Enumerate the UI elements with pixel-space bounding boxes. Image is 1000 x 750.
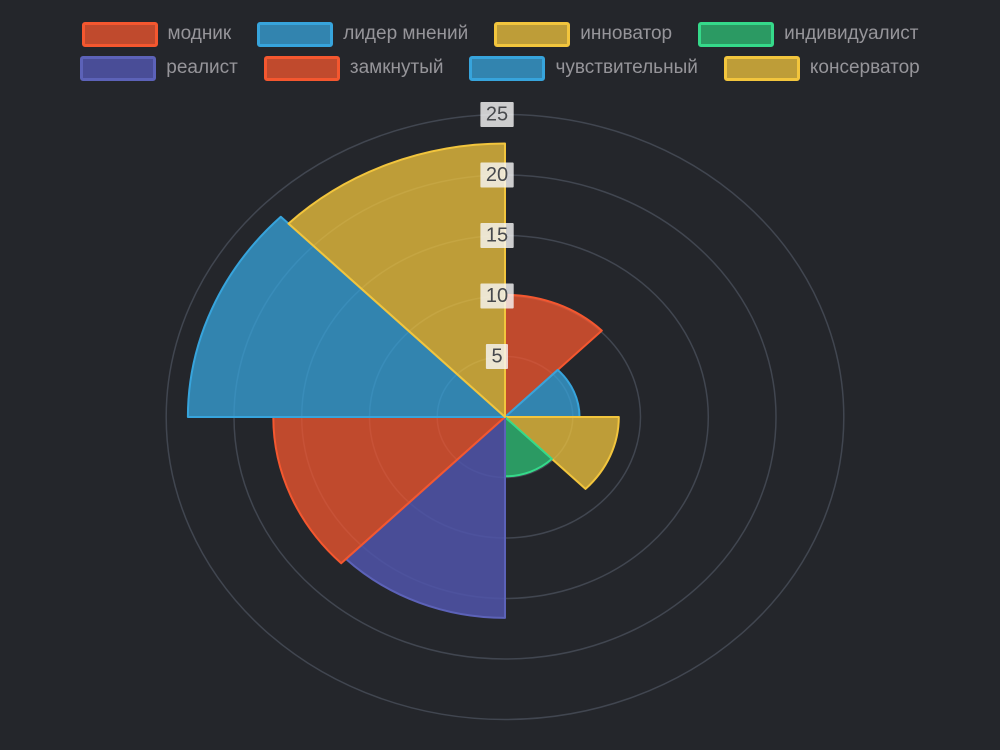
wedge-segment-4[interactable] (345, 416, 506, 619)
wedges (186, 142, 620, 619)
tick-label-backdrop (480, 102, 514, 127)
legend-swatch-icon (263, 56, 340, 81)
legend: модник лидер мнений инноватор индивидуалист… (35, 22, 965, 81)
tick-label: 20 (486, 164, 508, 186)
legend-swatch-icon (469, 56, 546, 81)
tick-label: 5 (491, 346, 502, 368)
legend-item-4[interactable]: реалист (80, 56, 238, 81)
legend-label: реалист (166, 57, 238, 79)
legend-label: чувствительный (555, 57, 698, 79)
wedge-segment-1[interactable] (504, 368, 581, 418)
wedge-segment-5[interactable] (272, 416, 506, 565)
legend-label: консерватор (809, 57, 920, 79)
wedge-segment-7[interactable] (287, 142, 506, 418)
legend-swatch-icon (494, 22, 571, 47)
tick-label-backdrop (485, 344, 508, 369)
legend-item-3[interactable]: индивидуалист (698, 22, 918, 47)
radial-tick-labels: 5 10 15 20 25 (480, 102, 514, 369)
wedge-segment-6[interactable] (186, 215, 506, 418)
tick-label-backdrop (480, 162, 514, 188)
legend-swatch-icon (723, 56, 800, 81)
tick-label: 10 (486, 285, 508, 307)
tick-label: 15 (486, 225, 508, 247)
tick-label: 25 (486, 104, 508, 126)
legend-swatch-icon (257, 22, 334, 47)
legend-item-7[interactable]: консерватор (723, 56, 920, 81)
legend-item-5[interactable]: замкнутый (263, 56, 444, 81)
legend-label: лидер мнений (343, 23, 469, 45)
wedge-segment-2[interactable] (504, 416, 620, 490)
legend-item-6[interactable]: чувствительный (469, 56, 698, 81)
tick-label-backdrop (480, 283, 514, 309)
tick-label-backdrop (480, 223, 514, 248)
legend-label: модник (167, 23, 232, 45)
legend-label: замкнутый (349, 57, 444, 79)
legend-label: инноватор (580, 23, 673, 45)
legend-swatch-icon (80, 56, 157, 81)
legend-label: индивидуалист (784, 23, 919, 45)
legend-swatch-icon (81, 22, 158, 47)
legend-swatch-icon (698, 22, 775, 47)
legend-item-0[interactable]: модник (81, 22, 232, 47)
legend-item-2[interactable]: инноватор (494, 22, 672, 47)
legend-item-1[interactable]: лидер мнений (257, 22, 468, 47)
